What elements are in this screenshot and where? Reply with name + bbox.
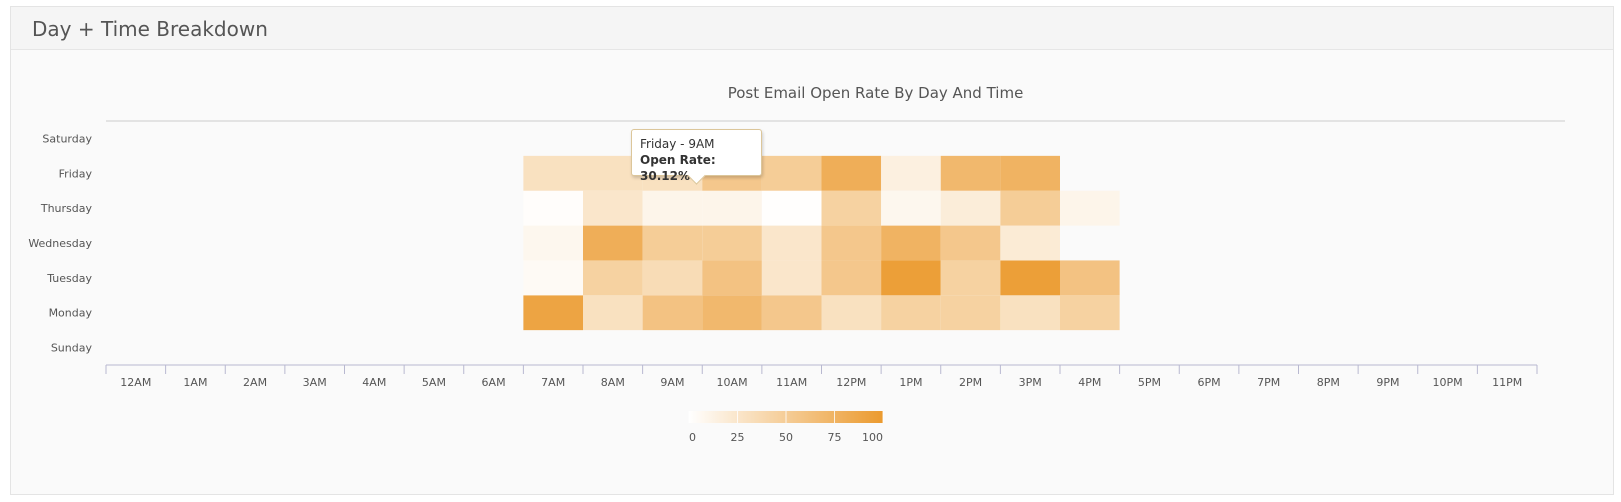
heatmap-cell — [702, 225, 762, 261]
x-tick-label: 4AM — [362, 376, 386, 389]
heatmap-cell — [583, 260, 643, 296]
heatmap-cell — [702, 295, 762, 331]
heatmap-cell — [881, 225, 941, 261]
x-tick-label: 2AM — [243, 376, 267, 389]
x-tick-label: 5AM — [422, 376, 446, 389]
heatmap-cell — [881, 190, 941, 226]
heatmap-cell — [761, 155, 822, 191]
legend-tick-label: 0 — [689, 431, 696, 444]
heatmap-cell — [1000, 155, 1060, 191]
heatmap-cell — [583, 225, 643, 261]
heatmap-cell — [1000, 225, 1060, 261]
heatmap-cell — [881, 295, 941, 331]
x-tick-label: 12PM — [836, 376, 866, 389]
y-tick-label: Sunday — [51, 342, 93, 355]
heatmap-cell — [523, 295, 583, 331]
panel-header: Day + Time Breakdown — [11, 7, 1613, 50]
x-tick-label: 1AM — [183, 376, 207, 389]
heatmap-cell — [821, 260, 882, 296]
heatmap-cell — [881, 155, 941, 191]
x-tick-label: 11PM — [1492, 376, 1522, 389]
x-tick-label: 6AM — [482, 376, 506, 389]
y-tick-label: Wednesday — [28, 237, 92, 250]
y-tick-label: Monday — [49, 307, 93, 320]
x-tick-label: 7PM — [1257, 376, 1280, 389]
y-tick-label: Tuesday — [46, 272, 92, 285]
x-tick-label: 3PM — [1019, 376, 1042, 389]
heatmap-cell — [642, 225, 703, 261]
x-tick-label: 7AM — [541, 376, 565, 389]
heatmap-cell — [940, 260, 1001, 296]
legend-tick-label: 25 — [731, 431, 745, 444]
x-tick-label: 4PM — [1078, 376, 1101, 389]
heatmap-cell — [1060, 190, 1120, 226]
heatmap-cell — [821, 225, 882, 261]
heatmap-cell — [583, 295, 643, 331]
y-tick-label: Friday — [59, 167, 93, 180]
x-tick-label: 6PM — [1198, 376, 1221, 389]
heatmap-cell — [821, 190, 882, 226]
heatmap-cell — [940, 190, 1001, 226]
x-tick-label: 9PM — [1376, 376, 1399, 389]
y-tick-label: Thursday — [40, 202, 93, 215]
heatmap-cell — [642, 260, 703, 296]
heatmap-cell — [523, 225, 583, 261]
x-tick-label: 10PM — [1433, 376, 1463, 389]
heatmap-tooltip: Friday - 9AM Open Rate: 30.12% — [631, 129, 762, 185]
tooltip-value: 30.12% — [640, 169, 690, 183]
chart-title: Post Email Open Rate By Day And Time — [728, 84, 1024, 102]
legend-tick-label: 100 — [862, 431, 883, 444]
x-tick-label: 12AM — [120, 376, 151, 389]
x-tick-label: 11AM — [776, 376, 807, 389]
heatmap-cell — [940, 225, 1001, 261]
heatmap-cell — [761, 190, 822, 226]
heatmap-cell — [1060, 295, 1120, 331]
x-tick-label: 2PM — [959, 376, 982, 389]
heatmap-cell — [1060, 260, 1120, 296]
heatmap-cell — [523, 155, 583, 191]
heatmap-cell — [702, 190, 762, 226]
heatmap-cell — [821, 295, 882, 331]
heatmap-cell — [761, 260, 822, 296]
legend-tick-label: 50 — [779, 431, 793, 444]
heatmap-cell — [940, 155, 1001, 191]
x-tick-label: 8PM — [1317, 376, 1340, 389]
x-tick-label: 1PM — [899, 376, 922, 389]
panel-title: Day + Time Breakdown — [32, 17, 268, 41]
y-tick-label: Saturday — [42, 132, 92, 145]
heatmap-cell — [940, 295, 1001, 331]
heatmap-cell — [1000, 295, 1060, 331]
heatmap-cell — [761, 225, 822, 261]
heatmap-cell — [881, 260, 941, 296]
legend-tick-label: 75 — [828, 431, 842, 444]
x-tick-label: 10AM — [717, 376, 748, 389]
x-tick-label: 8AM — [601, 376, 625, 389]
heatmap-cell — [642, 295, 703, 331]
heatmap-cell — [1000, 190, 1060, 226]
x-tick-label: 9AM — [660, 376, 684, 389]
heatmap-cell — [523, 260, 583, 296]
heatmap-cell — [583, 190, 643, 226]
heatmap-cell — [821, 155, 882, 191]
x-tick-label: 5PM — [1138, 376, 1161, 389]
heatmap-cell — [702, 260, 762, 296]
tooltip-header: Friday - 9AM — [640, 137, 715, 151]
heatmap-cell — [761, 295, 822, 331]
x-tick-label: 3AM — [303, 376, 327, 389]
tooltip-label: Open Rate: — [640, 153, 716, 167]
heatmap-cell — [1000, 260, 1060, 296]
heatmap-cell — [523, 190, 583, 226]
heatmap-cell — [642, 190, 703, 226]
